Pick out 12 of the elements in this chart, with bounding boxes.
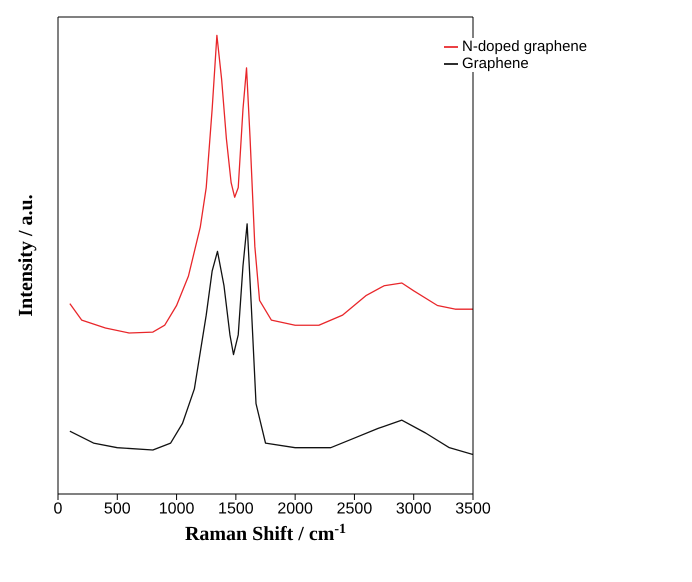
x-tick-label: 2000 (277, 500, 314, 518)
x-tick-label: 1500 (218, 500, 254, 518)
x-axis-title: Raman Shift / cm$^{-1}$ (184, 522, 346, 545)
legend-label: N-doped graphene (462, 38, 588, 55)
x-tick-label: 1000 (158, 500, 194, 518)
x-tick-label: 3500 (455, 500, 491, 518)
x-tick-label: 0 (54, 500, 63, 518)
legend-label: Graphene (462, 55, 529, 72)
x-tick-label: 2500 (336, 500, 372, 518)
x-tick-label: 3000 (396, 500, 432, 518)
y-axis-title: Intensity / a.u. (15, 194, 37, 317)
x-tick-label: 500 (104, 500, 131, 518)
